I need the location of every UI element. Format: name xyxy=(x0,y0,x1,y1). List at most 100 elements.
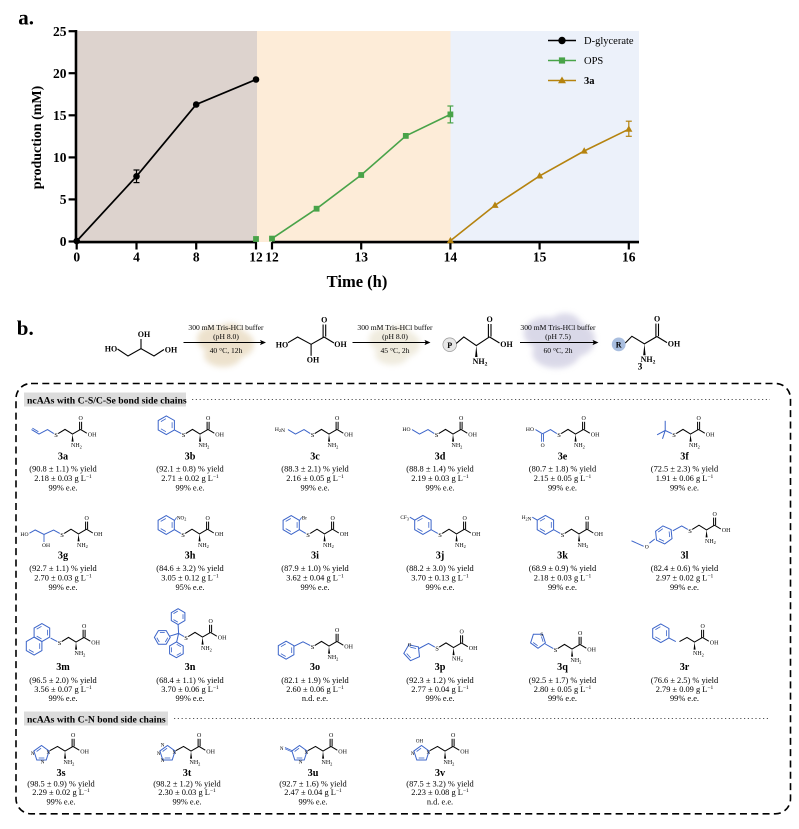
svg-text:(88.3 ± 2.1) % yield: (88.3 ± 2.1) % yield xyxy=(281,465,349,474)
svg-text:S: S xyxy=(435,432,439,439)
svg-text:(92.3 ± 1.2) % yield: (92.3 ± 1.2) % yield xyxy=(406,676,474,685)
svg-text:1.91 ± 0.06 g L−1: 1.91 ± 0.06 g L−1 xyxy=(656,474,714,483)
svg-text:99% e.e.: 99% e.e. xyxy=(172,797,201,806)
svg-text:O: O xyxy=(460,630,465,636)
svg-text:OH: OH xyxy=(344,644,353,650)
svg-text:S: S xyxy=(184,635,188,642)
svg-text:3i: 3i xyxy=(311,551,319,562)
svg-text:NH2: NH2 xyxy=(693,651,704,657)
svg-text:25: 25 xyxy=(53,24,67,39)
svg-text:O: O xyxy=(697,416,702,422)
svg-text:O: O xyxy=(206,416,211,422)
svg-text:3.62 ± 0.04 g L−1: 3.62 ± 0.04 g L−1 xyxy=(286,574,344,583)
svg-text:14: 14 xyxy=(444,250,458,265)
svg-text:NH2: NH2 xyxy=(641,355,656,366)
svg-text:16: 16 xyxy=(622,250,636,265)
svg-text:n.d. e.e.: n.d. e.e. xyxy=(302,694,328,703)
svg-text:3b: 3b xyxy=(185,452,196,463)
svg-text:HO: HO xyxy=(276,341,288,350)
svg-text:NH2: NH2 xyxy=(328,655,339,661)
svg-text:(82.1 ± 1.9) % yield: (82.1 ± 1.9) % yield xyxy=(281,676,349,685)
svg-text:(88.2 ± 3.0) % yield: (88.2 ± 3.0) % yield xyxy=(406,564,474,573)
svg-text:10: 10 xyxy=(53,150,67,165)
svg-text:4: 4 xyxy=(133,250,140,265)
svg-text:3.70 ± 0.06 g L−1: 3.70 ± 0.06 g L−1 xyxy=(161,685,219,694)
svg-text:13: 13 xyxy=(354,250,368,265)
svg-text:O: O xyxy=(335,628,340,634)
svg-text:S: S xyxy=(557,432,561,439)
svg-text:2.19 ± 0.03 g L−1: 2.19 ± 0.03 g L−1 xyxy=(411,474,469,483)
svg-text:(92.7 ± 1.6) % yield: (92.7 ± 1.6) % yield xyxy=(279,779,347,788)
svg-text:3.56 ± 0.07 g L−1: 3.56 ± 0.07 g L−1 xyxy=(34,685,92,694)
svg-text:n.d. e.e.: n.d. e.e. xyxy=(427,797,453,806)
svg-text:NH2: NH2 xyxy=(705,539,716,545)
svg-text:3j: 3j xyxy=(436,551,445,562)
svg-text:N: N xyxy=(172,751,176,756)
svg-text:(76.6 ± 2.5) % yield: (76.6 ± 2.5) % yield xyxy=(651,676,719,685)
svg-text:N: N xyxy=(41,761,45,766)
svg-text:3u: 3u xyxy=(308,768,319,779)
svg-text:(pH 7.5): (pH 7.5) xyxy=(545,332,571,341)
svg-text:99% e.e.: 99% e.e. xyxy=(300,583,329,592)
svg-text:20: 20 xyxy=(53,66,67,81)
svg-text:OH: OH xyxy=(500,340,513,349)
svg-text:(84.6 ± 3.2) % yield: (84.6 ± 3.2) % yield xyxy=(156,564,224,573)
svg-text:99% e.e.: 99% e.e. xyxy=(48,694,77,703)
svg-text:OH: OH xyxy=(469,646,478,652)
svg-text:N: N xyxy=(161,744,165,749)
svg-text:O: O xyxy=(486,315,492,324)
svg-text:3: 3 xyxy=(638,363,643,373)
svg-text:2.79 ± 0.09 g L−1: 2.79 ± 0.09 g L−1 xyxy=(656,685,714,694)
svg-text:2.97 ± 0.02 g L−1: 2.97 ± 0.02 g L−1 xyxy=(656,574,714,583)
svg-text:HO: HO xyxy=(402,427,410,433)
svg-text:OH: OH xyxy=(668,340,681,349)
svg-text:99% e.e.: 99% e.e. xyxy=(548,583,577,592)
svg-text:NH2: NH2 xyxy=(77,543,88,549)
svg-text:99% e.e.: 99% e.e. xyxy=(175,694,204,703)
svg-text:O: O xyxy=(578,631,583,637)
svg-text:0: 0 xyxy=(73,250,80,265)
svg-text:S: S xyxy=(554,647,558,654)
svg-text:2.18 ± 0.03 g L−1: 2.18 ± 0.03 g L−1 xyxy=(34,474,92,483)
svg-text:15: 15 xyxy=(53,108,67,123)
svg-text:O: O xyxy=(408,644,412,649)
svg-text:2.47 ± 0.04 g L−1: 2.47 ± 0.04 g L−1 xyxy=(284,788,342,797)
svg-text:H2N: H2N xyxy=(522,515,532,522)
svg-text:OH: OH xyxy=(215,532,224,538)
svg-text:N: N xyxy=(411,752,415,757)
svg-text:99% e.e.: 99% e.e. xyxy=(48,483,77,492)
svg-text:2.60 ± 0.06 g L−1: 2.60 ± 0.06 g L−1 xyxy=(286,685,344,694)
svg-text:O: O xyxy=(654,315,660,324)
svg-text:3l: 3l xyxy=(681,551,689,562)
svg-text:OH: OH xyxy=(334,340,347,349)
svg-text:S: S xyxy=(438,532,442,539)
svg-text:(72.5 ± 2.3) % yield: (72.5 ± 2.3) % yield xyxy=(651,465,719,474)
svg-text:S: S xyxy=(306,532,310,539)
svg-text:3e: 3e xyxy=(558,452,568,463)
svg-text:OH: OH xyxy=(218,635,227,641)
svg-text:3a: 3a xyxy=(584,76,595,87)
svg-text:production (mM): production (mM) xyxy=(30,85,45,189)
svg-text:OH: OH xyxy=(722,528,731,534)
svg-text:HO: HO xyxy=(526,427,534,433)
svg-text:OH: OH xyxy=(460,749,469,755)
svg-text:O: O xyxy=(451,733,456,739)
svg-text:O: O xyxy=(331,516,336,522)
svg-text:O: O xyxy=(206,516,211,522)
svg-text:3.70 ± 0.13 g L−1: 3.70 ± 0.13 g L−1 xyxy=(411,574,469,583)
svg-text:0: 0 xyxy=(60,234,67,249)
svg-text:(pH 8.0): (pH 8.0) xyxy=(213,332,239,341)
svg-text:OH: OH xyxy=(587,647,596,653)
svg-text:OH: OH xyxy=(138,330,151,339)
svg-text:OH: OH xyxy=(91,640,100,646)
svg-text:S: S xyxy=(672,432,676,439)
svg-text:OH: OH xyxy=(344,432,353,438)
svg-text:OPS: OPS xyxy=(584,56,603,67)
svg-text:b.: b. xyxy=(17,316,34,340)
svg-text:S: S xyxy=(311,644,315,651)
svg-text:OH: OH xyxy=(88,432,97,438)
svg-text:N: N xyxy=(161,759,165,764)
svg-text:(92.1 ± 0.8) % yield: (92.1 ± 0.8) % yield xyxy=(156,465,224,474)
svg-text:OH: OH xyxy=(42,543,50,549)
svg-text:O: O xyxy=(713,512,718,518)
